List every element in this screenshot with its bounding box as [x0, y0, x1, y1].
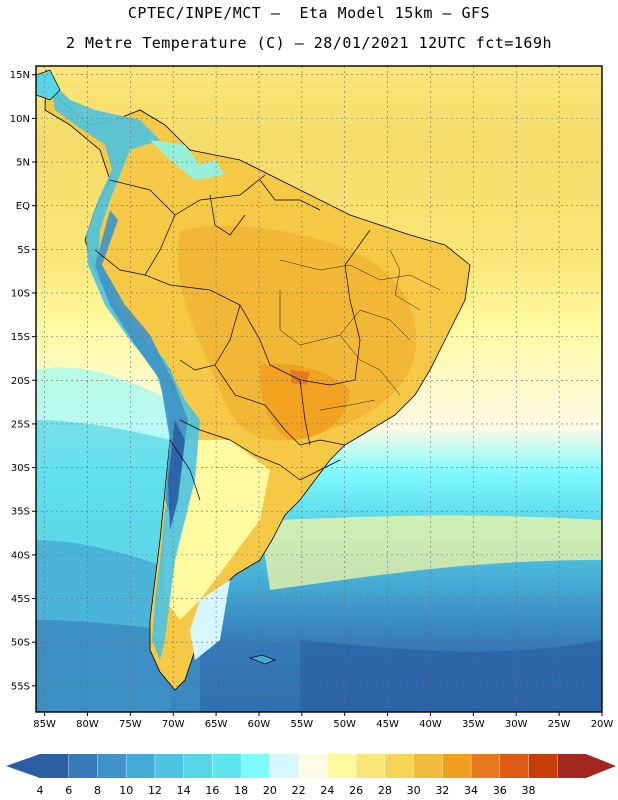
- lat-label: 5N: [16, 158, 30, 169]
- latitude-labels: 15N 10N 5N EQ 5S 10S 15S 20S 25S 30S 35S 40S 45S 50S 5…: [10, 70, 36, 692]
- colorbar-swatch: [97, 754, 127, 778]
- colorbar-label: 22: [292, 784, 306, 797]
- lat-label: 5S: [17, 245, 30, 256]
- colorbar: 4 6 8 10 12 14 16 18 20 22 24 26 28 30 32 34 36 38: [6, 754, 616, 797]
- colorbar-label: 18: [234, 784, 248, 797]
- lon-label: 40W: [419, 719, 442, 730]
- colorbar-swatch: [241, 754, 271, 778]
- colorbar-label: 28: [378, 784, 392, 797]
- colorbar-label: 26: [349, 784, 363, 797]
- colorbar-high-arrow: [586, 754, 616, 778]
- lon-label: 45W: [376, 719, 399, 730]
- colorbar-swatch: [327, 754, 357, 778]
- colorbar-label: 16: [205, 784, 219, 797]
- colorbar-label: 24: [320, 784, 334, 797]
- colorbar-label: 12: [148, 784, 162, 797]
- lon-label: 20W: [591, 719, 614, 730]
- lat-label: 30S: [11, 463, 30, 474]
- lon-label: 25W: [548, 719, 571, 730]
- lat-label: 10S: [11, 288, 30, 299]
- colorbar-swatch: [442, 754, 472, 778]
- colorbar-label: 34: [464, 784, 478, 797]
- lon-label: 35W: [462, 719, 485, 730]
- colorbar-swatch: [126, 754, 156, 778]
- lon-label: 30W: [505, 719, 528, 730]
- colorbar-label: 8: [94, 784, 101, 797]
- colorbar-swatch: [269, 754, 300, 778]
- colorbar-label: 36: [493, 784, 507, 797]
- colorbar-label: 20: [263, 784, 277, 797]
- country-borders: [94, 174, 371, 501]
- colorbar-swatch: [40, 754, 70, 778]
- map-frame: [35, 65, 603, 713]
- lon-label: 65W: [205, 719, 228, 730]
- colorbar-low-arrow: [6, 754, 40, 778]
- colorbar-label: 4: [37, 784, 44, 797]
- colorbar-swatch: [384, 754, 415, 778]
- lat-label: 15N: [10, 70, 30, 81]
- lat-label: 20S: [11, 376, 30, 387]
- lat-label: 55S: [11, 681, 30, 692]
- lat-label: 15S: [11, 332, 30, 343]
- lon-label: 85W: [33, 719, 56, 730]
- lat-label: 10N: [10, 114, 30, 125]
- graticule: [36, 66, 603, 712]
- map-title-line2: 2 Metre Temperature (C) – 28/01/2021 12U…: [65, 34, 553, 52]
- lat-label: 35S: [11, 507, 30, 518]
- lon-label: 60W: [248, 719, 271, 730]
- lon-label: 50W: [333, 719, 356, 730]
- lat-label: EQ: [16, 201, 30, 212]
- colorbar-swatch: [212, 754, 242, 778]
- longitude-labels: 85W 80W 75W 70W 65W 60W 55W 50W 45W 40W 35W 30W 25W 2…: [33, 712, 613, 730]
- colorbar-swatch: [183, 754, 213, 778]
- lon-label: 70W: [162, 719, 185, 730]
- colorbar-swatch: [499, 754, 530, 778]
- colorbar-label: 6: [65, 784, 72, 797]
- lat-label: 40S: [11, 550, 30, 561]
- lat-label: 25S: [11, 419, 30, 430]
- lat-label: 50S: [11, 638, 30, 649]
- colorbar-label: 14: [177, 784, 191, 797]
- colorbar-swatch: [528, 754, 558, 778]
- colorbar-swatch: [356, 754, 386, 778]
- colorbar-label: 38: [522, 784, 536, 797]
- lat-label: 45S: [11, 594, 30, 605]
- colorbar-swatch: [557, 754, 587, 778]
- colorbar-label: 30: [407, 784, 421, 797]
- lon-label: 80W: [76, 719, 99, 730]
- colorbar-swatch: [154, 754, 185, 778]
- temperature-field: [36, 66, 602, 712]
- colorbar-swatch: [68, 754, 98, 778]
- colorbar-label: 32: [435, 784, 449, 797]
- lon-label: 55W: [291, 719, 314, 730]
- colorbar-swatch: [298, 754, 328, 778]
- colorbar-swatch: [413, 754, 443, 778]
- lon-label: 75W: [119, 719, 142, 730]
- andes-cold-band: [50, 80, 200, 660]
- map-title-line1: CPTEC/INPE/MCT – Eta Model 15km – GFS: [127, 4, 491, 22]
- colorbar-swatch: [471, 754, 501, 778]
- colorbar-label: 10: [119, 784, 133, 797]
